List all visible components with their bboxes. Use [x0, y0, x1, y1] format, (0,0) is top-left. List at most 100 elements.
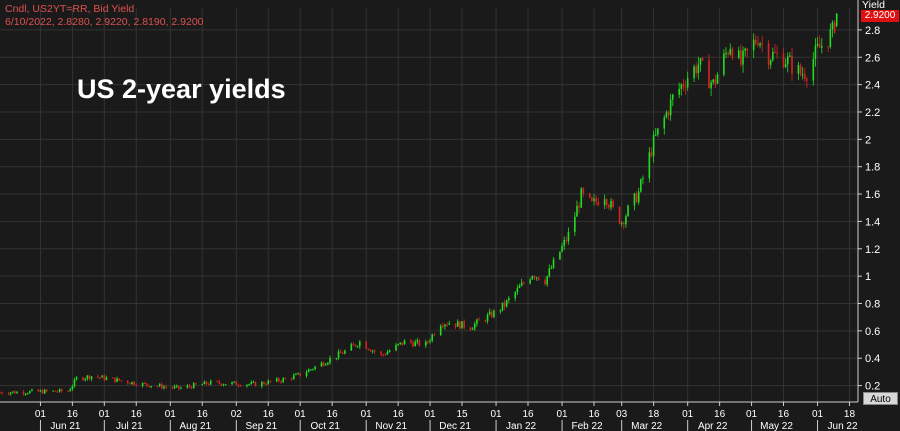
candle: [633, 192, 636, 211]
candle-body: [484, 320, 487, 322]
candle: [161, 382, 163, 390]
x-month-label: Mar 22: [631, 421, 663, 431]
candle-body: [205, 381, 208, 385]
candle: [782, 48, 785, 69]
candle-body: [463, 321, 465, 328]
candle: [654, 127, 657, 137]
candle-body: [427, 341, 429, 343]
candle: [337, 349, 340, 360]
candle-body: [548, 268, 551, 277]
candle: [761, 35, 763, 53]
candle: [439, 324, 442, 336]
candle: [112, 377, 114, 379]
candle-body: [52, 390, 55, 392]
candle: [233, 381, 235, 384]
candle-body: [173, 386, 176, 389]
candle: [561, 242, 563, 253]
candle: [37, 388, 40, 392]
candle-body: [165, 386, 167, 388]
candle-body: [816, 43, 819, 46]
candle-body: [26, 393, 29, 395]
candle: [16, 390, 18, 394]
candle: [148, 385, 150, 388]
candle: [305, 369, 308, 378]
y-tick-label: 2.8: [865, 25, 880, 37]
candle-body: [350, 344, 353, 351]
candle-body: [31, 389, 33, 392]
candle: [175, 384, 178, 389]
candle: [531, 275, 534, 281]
candle: [595, 195, 597, 206]
candle-body: [789, 55, 791, 57]
candle-body: [550, 267, 553, 269]
candle: [101, 375, 103, 378]
x-month-label: Sep 21: [245, 421, 277, 431]
candle-body: [654, 134, 657, 136]
candle-body: [552, 259, 555, 268]
candle: [367, 348, 370, 351]
candle-body: [580, 188, 583, 208]
candle-body: [54, 390, 57, 392]
candle-body: [267, 380, 270, 385]
candle-body: [693, 66, 695, 79]
y-tick-label: 2.6: [865, 52, 880, 64]
candle-body: [314, 366, 316, 370]
candle: [278, 377, 280, 383]
candle: [486, 312, 489, 324]
candle: [71, 384, 74, 391]
candle-body: [275, 378, 278, 382]
candle: [133, 380, 135, 386]
candle-body: [767, 43, 770, 65]
candle-body: [737, 50, 740, 58]
candle-body: [627, 205, 629, 217]
candle: [73, 377, 76, 388]
candle: [537, 277, 540, 281]
candle-body: [0, 392, 1, 394]
candle: [565, 236, 568, 244]
candle-body: [284, 378, 287, 380]
candle-body: [682, 84, 685, 87]
candle-body: [114, 377, 116, 382]
candle-body: [254, 381, 257, 387]
candle-body: [723, 53, 725, 75]
candle-body: [605, 199, 608, 206]
candle-body: [135, 384, 138, 386]
candle-body: [265, 383, 267, 385]
candle-body: [280, 381, 282, 383]
candle-body: [365, 341, 367, 349]
candle: [295, 372, 297, 376]
candle: [265, 382, 267, 386]
candle-body: [501, 302, 504, 311]
candle: [522, 280, 525, 285]
candle: [603, 194, 606, 210]
candle: [173, 384, 176, 390]
candle-body: [118, 378, 121, 381]
candle: [821, 38, 823, 54]
candle: [725, 47, 727, 59]
candle: [235, 380, 238, 386]
x-tick-label: 16: [393, 409, 405, 420]
candle-body: [41, 390, 44, 394]
candle: [129, 382, 131, 385]
x-month-label: May 22: [760, 421, 793, 431]
candle: [46, 388, 48, 393]
candle: [131, 381, 133, 385]
candle-body: [307, 369, 310, 373]
candle: [784, 58, 787, 69]
candle-body: [716, 74, 719, 84]
y-tick-label: 2.2: [865, 107, 880, 119]
candle-body: [663, 117, 666, 129]
candle: [293, 373, 295, 380]
candle: [835, 13, 838, 28]
candle-body: [24, 393, 27, 395]
candle-body: [112, 377, 114, 379]
candle-body: [648, 152, 651, 179]
auto-scale-button[interactable]: Auto: [863, 392, 898, 405]
candle: [693, 64, 695, 83]
candle-body: [459, 321, 461, 329]
candle-body: [386, 352, 389, 355]
x-month-label: Dec 21: [439, 421, 471, 431]
candle: [433, 333, 436, 337]
candle-body: [239, 385, 242, 387]
